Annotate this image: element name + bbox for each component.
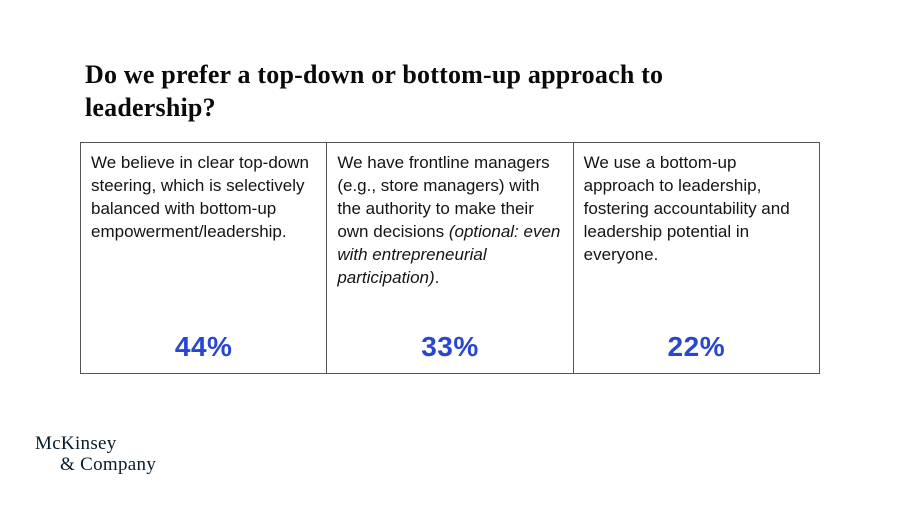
response-text: We have frontline managers (e.g., store … bbox=[337, 151, 562, 289]
response-percentage: 33% bbox=[421, 331, 479, 362]
response-card-frontline: We have frontline managers (e.g., store … bbox=[326, 143, 572, 373]
response-card-bottom-up: We use a bottom-up approach to leadershi… bbox=[572, 143, 819, 373]
response-text: We use a bottom-up approach to leadershi… bbox=[584, 151, 809, 266]
logo-line-mckinsey: McKinsey bbox=[35, 433, 117, 454]
response-text-suffix: . bbox=[434, 268, 440, 287]
response-text: We believe in clear top-down steering, w… bbox=[91, 151, 316, 243]
response-text-regular: We believe in clear top-down steering, w… bbox=[91, 153, 309, 241]
response-text-regular: We have frontline managers (e.g., store … bbox=[337, 153, 550, 241]
response-percentage: 44% bbox=[174, 331, 233, 362]
response-percentage: 22% bbox=[667, 331, 726, 362]
slide-title: Do we prefer a top-down or bottom-up app… bbox=[85, 60, 664, 123]
logo-line-company: & Company bbox=[60, 454, 157, 475]
mckinsey-logo: McKinsey & Company bbox=[35, 433, 156, 475]
response-text-regular: We use a bottom-up approach to leadershi… bbox=[583, 153, 790, 264]
response-text-italic: (optional: even with entrepreneurial par… bbox=[337, 222, 561, 287]
response-card-top-down: We believe in clear top-down steering, w… bbox=[81, 143, 326, 373]
responses-table: We believe in clear top-down steering, w… bbox=[80, 142, 820, 374]
